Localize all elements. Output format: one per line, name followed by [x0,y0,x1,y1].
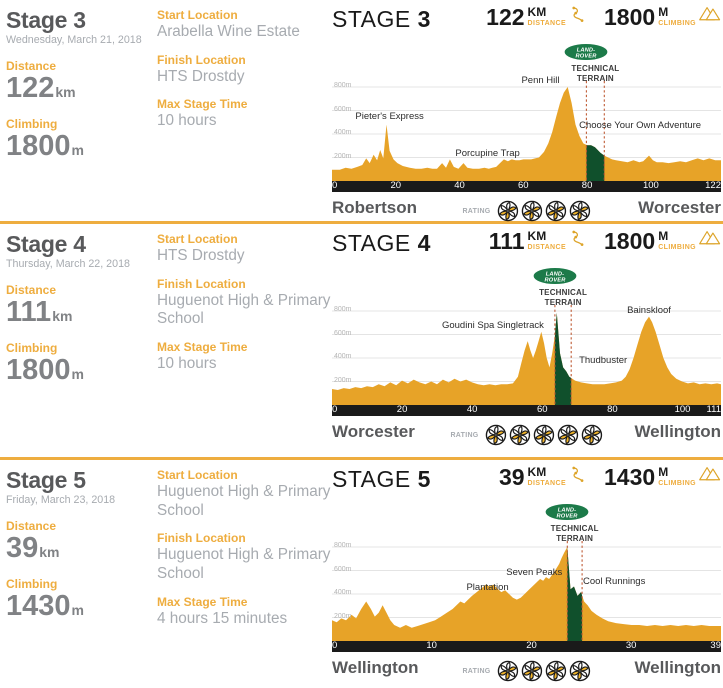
svg-text:ROVER: ROVER [557,513,579,519]
svg-text:ROVER: ROVER [544,277,566,283]
svg-text:ROVER: ROVER [576,53,598,59]
